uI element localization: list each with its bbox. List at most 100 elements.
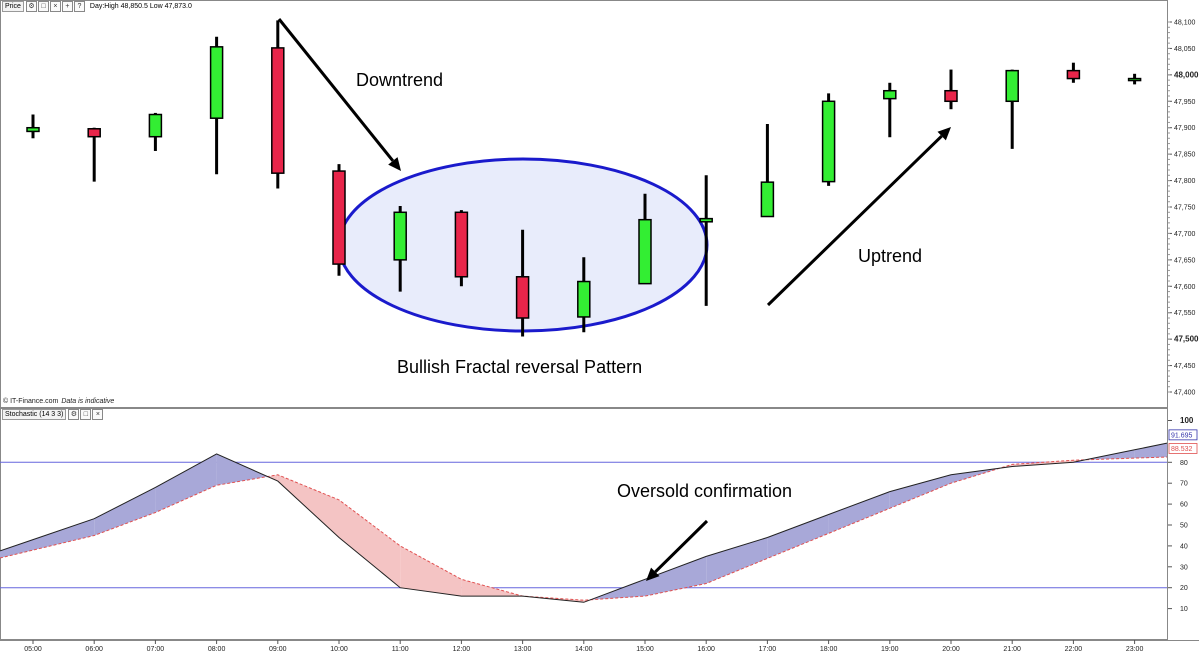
candle bbox=[1066, 62, 1081, 83]
stochastic-band bbox=[33, 518, 95, 551]
annotation-arrows bbox=[277, 18, 951, 581]
price-tick-label: 47,950 bbox=[1174, 99, 1196, 106]
maximize-icon[interactable]: □ bbox=[80, 409, 92, 420]
stochastic-tick-label: 100 bbox=[1180, 416, 1194, 425]
downtrend-arrow-shaft bbox=[277, 18, 395, 162]
add-icon[interactable]: + bbox=[61, 1, 73, 12]
stochastic-band bbox=[1134, 443, 1167, 459]
time-tick-label: 05:00 bbox=[24, 646, 42, 653]
candle-body bbox=[1127, 77, 1142, 82]
stochastic-series: 91.695 88.532 bbox=[0, 429, 1198, 603]
candle-body bbox=[26, 126, 40, 133]
time-tick-label: 08:00 bbox=[208, 646, 226, 653]
stochastic-header: Stochastic (14 3 3) ⚙ □ × bbox=[2, 409, 104, 421]
price-tick-label: 47,500 bbox=[1174, 335, 1199, 344]
disclaimer: Data is indicative bbox=[61, 398, 115, 405]
time-tick-label: 21:00 bbox=[1003, 646, 1021, 653]
candle-body bbox=[87, 128, 101, 138]
stochastic-band bbox=[94, 487, 156, 536]
uptrend-arrow-shaft bbox=[766, 134, 943, 307]
time-tick-label: 17:00 bbox=[759, 646, 777, 653]
candle bbox=[821, 93, 836, 186]
stochastic-band bbox=[889, 474, 951, 509]
candle-body bbox=[760, 181, 775, 218]
stochastic-annotations: Oversold confirmation bbox=[617, 481, 792, 501]
stochastic-tick-label: 60 bbox=[1180, 502, 1188, 509]
time-tick-label: 14:00 bbox=[575, 646, 593, 653]
time-tick-label: 20:00 bbox=[942, 646, 960, 653]
candle bbox=[332, 164, 346, 276]
candlestick-series bbox=[26, 20, 1142, 337]
price-tick-label: 47,900 bbox=[1174, 125, 1196, 132]
time-axis: 05:00 06:00 07:00 08:00 09:00 10:00 11:00 12:00… bbox=[24, 640, 1143, 653]
d-value-tag: 88.532 bbox=[1171, 446, 1193, 453]
time-tick-label: 15:00 bbox=[636, 646, 654, 653]
candle-body bbox=[638, 218, 652, 285]
wrench-icon[interactable]: ⚙ bbox=[68, 409, 80, 420]
candle bbox=[515, 229, 530, 337]
price-tick-label: 47,850 bbox=[1174, 152, 1196, 159]
price-tick-label: 47,650 bbox=[1174, 257, 1196, 264]
price-panel-background bbox=[0, 0, 1168, 408]
candle-body bbox=[883, 89, 897, 100]
pattern-label: Bullish Fractal reversal Pattern bbox=[397, 357, 642, 377]
price-tick-label: 47,400 bbox=[1174, 390, 1196, 397]
price-header: Price ⚙ □ × +? Day:High 48,850.5 Low 47,873.… bbox=[2, 1, 192, 13]
time-tick-label: 16:00 bbox=[697, 646, 715, 653]
candle bbox=[577, 257, 591, 333]
stochastic-band bbox=[1012, 460, 1074, 467]
price-axis: 47,400 47,450 47,500 47,550 47,600 47,650 47,7… bbox=[1168, 20, 1199, 397]
maximize-icon[interactable]: □ bbox=[37, 1, 49, 12]
candle-body bbox=[1066, 69, 1081, 80]
day-range: Day:High 48,850.5 Low 47,873.0 bbox=[89, 3, 192, 10]
oversold-label: Oversold confirmation bbox=[617, 481, 792, 501]
close-icon[interactable]: × bbox=[49, 1, 61, 12]
candle-body bbox=[821, 100, 836, 183]
stochastic-band bbox=[767, 514, 829, 559]
candle bbox=[26, 114, 40, 139]
time-tick-label: 13:00 bbox=[514, 646, 532, 653]
time-tick-label: 10:00 bbox=[330, 646, 348, 653]
uptrend-arrow-head bbox=[937, 127, 951, 141]
price-tick-label: 47,550 bbox=[1174, 310, 1196, 317]
stochastic-band bbox=[706, 537, 768, 584]
stochastic-plot-border bbox=[0, 408, 1168, 640]
candle-body bbox=[515, 276, 530, 319]
stochastic-axis: 10 20 30 40 50 60 70 80 100 bbox=[0, 416, 1194, 613]
candle bbox=[148, 112, 163, 151]
time-tick-label: 18:00 bbox=[820, 646, 838, 653]
candle-body bbox=[577, 280, 591, 318]
time-tick-label: 22:00 bbox=[1065, 646, 1083, 653]
candle bbox=[209, 36, 224, 175]
candle bbox=[944, 69, 958, 110]
stochastic-k-line bbox=[0, 442, 1168, 603]
uptrend-arrow bbox=[766, 127, 951, 307]
candle-body bbox=[699, 217, 713, 223]
candle bbox=[883, 82, 897, 138]
oversold-arrow-shaft bbox=[654, 519, 709, 573]
price-tick-label: 48,050 bbox=[1174, 46, 1196, 53]
candle bbox=[393, 205, 407, 292]
candle-body bbox=[944, 89, 958, 103]
candle-body bbox=[1005, 69, 1019, 103]
time-tick-label: 06:00 bbox=[85, 646, 103, 653]
stochastic-tick-label: 80 bbox=[1180, 460, 1188, 467]
close-icon[interactable]: × bbox=[92, 409, 104, 420]
candle-body bbox=[209, 46, 224, 119]
help-icon[interactable]: ? bbox=[73, 1, 85, 12]
stochastic-band bbox=[277, 474, 339, 538]
candle bbox=[1005, 69, 1019, 149]
downtrend-label: Downtrend bbox=[356, 70, 443, 90]
wrench-icon[interactable]: ⚙ bbox=[25, 1, 37, 12]
stochastic-title: Stochastic (14 3 3) bbox=[2, 409, 67, 420]
time-tick-label: 23:00 bbox=[1126, 646, 1144, 653]
price-tick-label: 47,600 bbox=[1174, 284, 1196, 291]
stochastic-tick-label: 40 bbox=[1180, 543, 1188, 550]
candle bbox=[760, 124, 775, 218]
stochastic-tick-label: 30 bbox=[1180, 564, 1188, 571]
time-tick-label: 12:00 bbox=[453, 646, 471, 653]
stochastic-tick-label: 50 bbox=[1180, 523, 1188, 530]
price-tick-label: 48,100 bbox=[1174, 20, 1196, 27]
stochastic-band bbox=[216, 453, 268, 486]
price-tick-label: 47,450 bbox=[1174, 363, 1196, 370]
